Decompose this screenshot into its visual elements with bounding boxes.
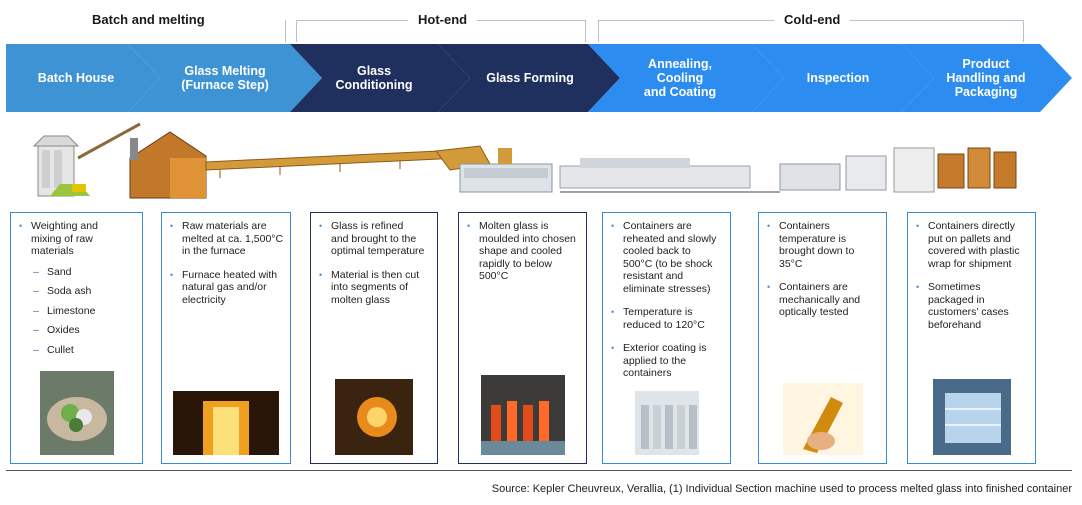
card-bullet: Molten glass is moulded into chosen shap… bbox=[465, 220, 580, 283]
card-bullet: Containers directly put on pallets and c… bbox=[914, 220, 1029, 270]
furnace-photo bbox=[173, 391, 279, 455]
step-card-packaging: Containers directly put on pallets and c… bbox=[907, 212, 1036, 464]
card-subitem: Oxides bbox=[17, 324, 136, 337]
card-bullet: Raw materials are melted at ca. 1,500°C … bbox=[168, 220, 284, 258]
step-card-inspection: Containers temperature is brought down t… bbox=[758, 212, 887, 464]
card-subitem: Soda ash bbox=[17, 285, 136, 298]
footer-rule bbox=[6, 470, 1072, 471]
source-note: Source: Kepler Cheuvreux, Verallia, (1) … bbox=[491, 483, 1072, 495]
step-arrow-inspection bbox=[752, 44, 934, 112]
bottles-line-photo bbox=[634, 391, 699, 455]
step-card-annealing: Containers are reheated and slowly coole… bbox=[602, 212, 731, 464]
pallet-wrap-photo bbox=[932, 379, 1011, 455]
card-subitem: Cullet bbox=[17, 344, 136, 357]
step-arrow-packaging bbox=[902, 44, 1072, 112]
step-label-packaging: Product Handling and Packaging bbox=[946, 57, 1026, 99]
step-arrow-glass-forming bbox=[438, 44, 620, 112]
card-bullet: Furnace heated with natural gas and/or e… bbox=[168, 269, 284, 307]
card-bullet: Containers temperature is brought down t… bbox=[765, 220, 880, 270]
phase-title-hot-end: Hot-end bbox=[408, 12, 478, 27]
card-subitem: Limestone bbox=[17, 305, 136, 318]
step-label-glass-forming: Glass Forming bbox=[486, 71, 574, 85]
phase-title-cold-end: Cold-end bbox=[774, 12, 851, 27]
card-bullet: Glass is refined and brought to the opti… bbox=[317, 220, 431, 258]
cullet-in-hand-photo bbox=[39, 371, 114, 455]
card-bullet: Temperature is reduced to 120°C bbox=[609, 306, 724, 331]
card-bullet: Containers are mechanically and opticall… bbox=[765, 281, 880, 319]
bottle-inspection-photo bbox=[782, 383, 863, 455]
card-bullet: Exterior coating is applied to the conta… bbox=[609, 342, 724, 380]
card-bullet: Containers are reheated and slowly coole… bbox=[609, 220, 724, 295]
forming-machine-photo bbox=[480, 375, 565, 455]
step-arrow-glass-conditioning bbox=[290, 44, 470, 112]
card-subitem: Sand bbox=[17, 266, 136, 279]
step-label-batch-house: Batch House bbox=[37, 71, 115, 85]
step-label-glass-conditioning: Glass Conditioning bbox=[335, 64, 413, 92]
step-card-glass-conditioning: Glass is refined and brought to the opti… bbox=[310, 212, 438, 464]
inspection-machines-illustration bbox=[779, 155, 887, 191]
batch-house-illustration bbox=[32, 122, 141, 197]
phase-title-batch: Batch and melting bbox=[82, 12, 215, 27]
molten-glass-photo bbox=[335, 379, 413, 455]
step-arrow-glass-melting bbox=[128, 44, 322, 112]
card-bullet: Sometimes packaged in customers’ cases b… bbox=[914, 281, 1029, 331]
production-line-illustration bbox=[32, 122, 1017, 199]
step-arrow-batch-house bbox=[6, 44, 160, 112]
palletizer-illustration bbox=[893, 147, 1017, 193]
is-machine-illustration bbox=[459, 148, 553, 193]
step-label-inspection: Inspection bbox=[806, 71, 870, 85]
step-label-glass-melting: Glass Melting (Furnace Step) bbox=[181, 64, 269, 92]
phase-bracket-batch bbox=[6, 20, 286, 42]
step-card-batch-house: Weighting and mixing of raw materials Sa… bbox=[10, 212, 143, 464]
card-bullet: Weighting and mixing of raw materials bbox=[17, 220, 136, 258]
step-label-annealing: Annealing, Cooling and Coating bbox=[643, 57, 717, 99]
card-bullet: Material is then cut into segments of mo… bbox=[317, 269, 431, 307]
step-card-glass-forming: Molten glass is moulded into chosen shap… bbox=[458, 212, 587, 464]
step-arrow-annealing bbox=[588, 44, 784, 112]
lehr-and-conveyor-illustration bbox=[559, 158, 780, 193]
step-card-glass-melting: Raw materials are melted at ca. 1,500°C … bbox=[161, 212, 291, 464]
process-chevrons bbox=[6, 44, 1072, 112]
forehearth-channel-illustration bbox=[205, 145, 491, 178]
furnace-illustration bbox=[129, 131, 207, 199]
